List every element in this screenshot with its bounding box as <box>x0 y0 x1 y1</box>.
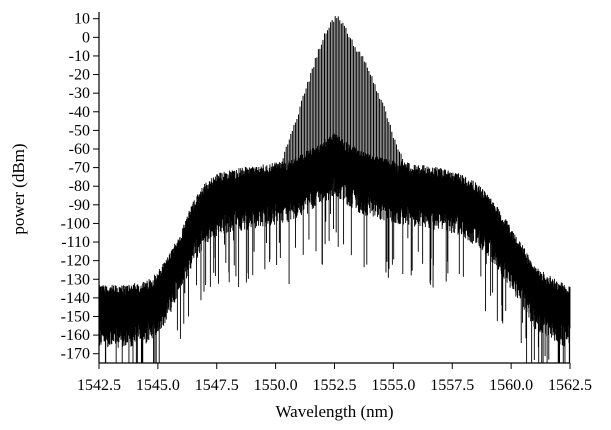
y-tick-label: -10 <box>69 48 90 65</box>
y-tick-label: -30 <box>69 85 90 102</box>
y-tick-label: -40 <box>69 104 90 121</box>
y-tick-label: -110 <box>61 234 90 251</box>
y-axis: 100 -10 -20-30 -40-50 -60 -70-80 -90-100 -110 -1… <box>61 11 100 363</box>
y-tick-label: -100 <box>61 215 90 232</box>
y-tick-label: -80 <box>69 178 90 195</box>
y-tick-label: 10 <box>74 11 90 28</box>
x-tick-label: 1555.0 <box>371 377 415 394</box>
y-tick-label: -60 <box>69 141 90 158</box>
y-tick-label: -50 <box>69 122 90 139</box>
y-tick-label: -20 <box>69 67 90 84</box>
plot-area <box>98 16 571 363</box>
x-tick-label: 1560.0 <box>489 377 533 394</box>
y-tick-label: -70 <box>69 160 90 177</box>
y-tick-label: -130 <box>61 271 90 288</box>
x-tick-label: 1562.5 <box>548 377 592 394</box>
y-axis-label: power (dBm) <box>9 143 28 234</box>
y-tick-label: -150 <box>61 308 90 325</box>
x-tick-label: 1547.5 <box>195 377 239 394</box>
x-tick-label: 1545.0 <box>136 377 180 394</box>
y-tick-label: -90 <box>69 197 90 214</box>
x-axis-label: Wavelength (nm) <box>275 402 393 421</box>
y-tick-label: -170 <box>61 346 90 363</box>
y-tick-label: 0 <box>82 29 90 46</box>
y-tick-label: -120 <box>61 253 90 270</box>
x-axis: 1542.5 1545.0 1547.5 1550.0 1552.5 1555.0 1557… <box>77 362 592 394</box>
x-tick-label: 1552.5 <box>313 377 357 394</box>
y-tick-label: -140 <box>61 290 90 307</box>
x-tick-label: 1542.5 <box>77 377 121 394</box>
x-tick-label: 1557.5 <box>430 377 474 394</box>
spectrum-noise-trace <box>98 132 571 363</box>
y-tick-label: -160 <box>61 327 90 344</box>
x-tick-label: 1550.0 <box>254 377 298 394</box>
